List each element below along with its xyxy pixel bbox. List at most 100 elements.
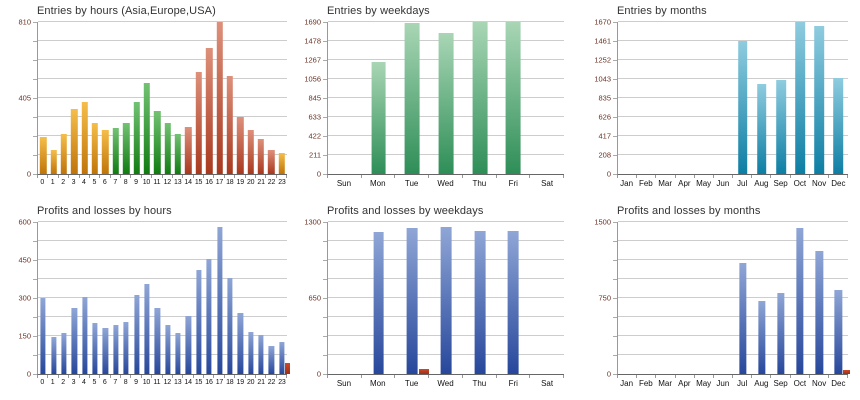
y-axis-tick	[323, 117, 327, 118]
x-axis-tick	[244, 175, 255, 178]
gridline	[618, 97, 848, 98]
category-slot	[676, 222, 695, 374]
x-axis-tick	[394, 175, 428, 178]
x-tick-label: Dec	[831, 179, 846, 188]
x-tick-label: 7	[113, 379, 118, 386]
x-tick-label: 13	[174, 379, 182, 386]
x-axis-tick	[327, 375, 361, 378]
category-slot	[48, 22, 58, 174]
bar-entries	[833, 77, 844, 174]
x-axis-tick	[78, 375, 89, 378]
bar-entries	[506, 22, 521, 174]
plot-column: Sun Mon Tue Wed Thu Fri Sat	[327, 21, 565, 188]
x-axis-tick	[655, 175, 674, 178]
x-tick-label: Sep	[773, 179, 788, 188]
bar-profit	[508, 230, 519, 374]
x-tick-label: 4	[82, 379, 86, 386]
x-tick-label: 20	[246, 179, 255, 186]
x-axis-tick	[140, 175, 151, 178]
y-tick-label: 1043	[594, 74, 611, 84]
y-axis-tick	[613, 241, 617, 242]
bar-profit	[154, 308, 160, 374]
x-axis-ticks	[617, 175, 849, 178]
y-tick-label: 0	[606, 169, 611, 179]
gridline	[328, 221, 564, 222]
category-slot	[163, 22, 173, 174]
x-tick-label: 17	[215, 379, 224, 386]
y-axis-tick	[613, 155, 617, 156]
y-axis-tick	[323, 317, 327, 318]
category-slot	[69, 22, 79, 174]
x-tick-label: Thu	[472, 379, 487, 388]
x-axis-tick	[171, 375, 182, 378]
x-axis-tick	[751, 375, 770, 378]
x-tick-label: 13	[174, 179, 182, 186]
y-tick-label: 0	[316, 369, 321, 379]
x-axis-ticks	[327, 375, 565, 378]
x-axis-tick	[529, 175, 565, 178]
category-slot	[214, 22, 224, 174]
category-slot	[497, 222, 531, 374]
bar-profit	[406, 228, 418, 374]
category-slot	[695, 222, 714, 374]
y-axis-tick	[33, 222, 37, 223]
bar-asia	[39, 137, 47, 174]
x-tick-label: Nov	[812, 379, 827, 388]
y-tick-label: 1478	[304, 36, 321, 46]
y-tick-label: 750	[598, 293, 611, 303]
chart-title: Profits and losses by months	[617, 205, 761, 217]
category-slot	[204, 22, 214, 174]
category-slot	[429, 222, 463, 374]
chart-profits-losses-by-weekdays: Profits and losses by weekdays 1300 650 0 S…	[290, 200, 580, 400]
bar-profit	[777, 292, 785, 374]
x-tick-label: Sep	[773, 379, 788, 388]
bar-entries	[756, 83, 767, 174]
y-tick-label: 1500	[594, 217, 611, 227]
category-slot	[235, 22, 245, 174]
gridline	[618, 116, 848, 117]
x-axis-tick	[789, 175, 809, 178]
category-slot	[362, 222, 396, 374]
bar-profit	[82, 296, 88, 374]
y-tick-label: 1267	[304, 55, 321, 65]
chart-title: Profits and losses by weekdays	[327, 205, 484, 217]
category-slot	[463, 22, 497, 174]
x-axis-tick	[88, 175, 99, 178]
bar-profit	[165, 324, 171, 374]
x-tick-label: 23	[278, 179, 286, 186]
x-axis-tick	[617, 175, 636, 178]
category-slot	[142, 222, 152, 374]
category-slot	[429, 22, 463, 174]
x-tick-label: 10	[142, 179, 151, 186]
gridline	[618, 278, 848, 279]
x-tick-label: 0	[40, 179, 45, 186]
gridline	[618, 335, 848, 336]
x-tick-label: Feb	[638, 179, 653, 188]
y-tick-label: 1461	[594, 36, 611, 46]
bar-slots	[618, 22, 848, 174]
x-axis-tick	[161, 175, 172, 178]
category-slot	[111, 222, 121, 374]
gridline	[38, 316, 287, 317]
category-slot	[266, 222, 276, 374]
plot-column: Jan Feb Mar Apr May Jun Jul Aug Sep Oct Nov Dec	[617, 221, 851, 388]
x-axis-tick	[789, 375, 809, 378]
bar-entries	[737, 41, 748, 174]
x-axis-tick	[151, 175, 161, 178]
bar-asia	[278, 153, 286, 174]
category-slot	[59, 222, 69, 374]
gridline	[618, 154, 848, 155]
chart-title: Entries by hours (Asia,Europe,USA)	[37, 5, 216, 17]
y-axis-tick	[33, 98, 37, 99]
gridline	[38, 354, 287, 355]
category-slot	[80, 222, 90, 374]
category-slot	[810, 22, 829, 174]
y-tick-label: 650	[308, 293, 321, 303]
category-slot	[328, 22, 362, 174]
category-slot	[328, 222, 362, 374]
x-tick-label: Apr	[678, 379, 691, 388]
y-axis: 1670 1461 1252 1043 835 626 417 208 0	[580, 18, 617, 179]
x-tick-label: May	[696, 379, 712, 388]
category-slot	[637, 222, 656, 374]
x-tick-label: Oct	[793, 179, 807, 188]
